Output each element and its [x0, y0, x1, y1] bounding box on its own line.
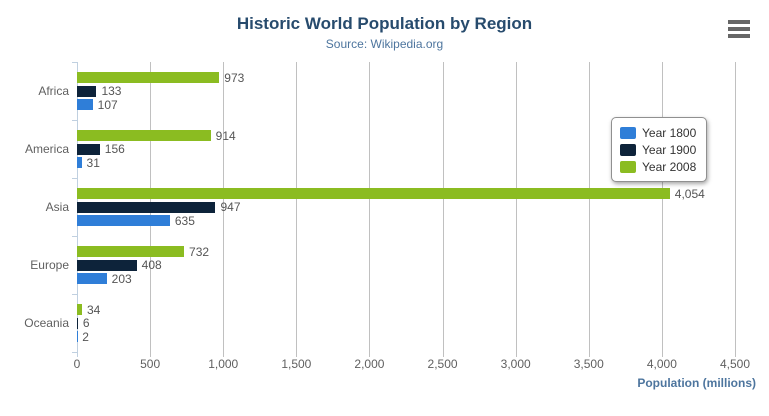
gridline [442, 62, 444, 357]
bar-year-1800-europe[interactable] [77, 273, 107, 284]
bar-year-2008-asia[interactable] [77, 188, 670, 199]
data-label: 34 [86, 302, 101, 317]
bar-year-2008-europe[interactable] [77, 246, 185, 257]
bar-year-2008-america[interactable] [77, 130, 211, 141]
category-band-africa: 973 133 107 [77, 62, 735, 120]
gridline [296, 62, 298, 357]
data-label: 107 [97, 97, 118, 112]
bar-row: 635 [77, 213, 735, 228]
gridline [661, 62, 663, 357]
category-band-asia: 4,054 947 635 [77, 178, 735, 236]
bar-row: 31 [77, 155, 735, 170]
data-label: 203 [111, 271, 132, 286]
bar-row: 2 [77, 329, 735, 344]
category-label-asia: Asia [45, 200, 69, 214]
bar-year-1800-africa[interactable] [77, 99, 93, 110]
category-band-america: 914 156 31 [77, 120, 735, 178]
x-tick-label: 4,000 [646, 357, 677, 371]
category-axis-tick [72, 120, 77, 121]
bar-row: 133 [77, 84, 735, 98]
data-label: 947 [220, 200, 241, 214]
bar-row: 34 [77, 302, 735, 317]
bar-row: 107 [77, 97, 735, 112]
x-tick-label: 2,500 [427, 357, 458, 371]
bar-year-1900-africa[interactable] [77, 85, 97, 97]
bar-year-1900-asia[interactable] [77, 201, 216, 213]
hamburger-icon [728, 34, 750, 38]
x-axis-title: Population (millions) [637, 376, 756, 390]
category-band-oceania: 34 6 2 [77, 294, 735, 352]
chart-title: Historic World Population by Region [236, 14, 533, 33]
bar-year-1900-america[interactable] [77, 143, 100, 155]
legend-label: Year 1800 [642, 125, 697, 140]
category-label-america: America [24, 142, 69, 156]
x-tick-label: 3,500 [573, 357, 604, 371]
data-label: 6 [82, 316, 90, 330]
x-tick-label: 0 [73, 357, 81, 371]
x-tick-label: 500 [140, 357, 161, 371]
category-band-europe: 732 408 203 [77, 236, 735, 294]
x-tick-label: 1,000 [208, 357, 239, 371]
category-axis-labels: Africa America Asia Europe Oceania [0, 62, 69, 352]
bar-row: 973 [77, 70, 735, 85]
gridline [223, 62, 225, 357]
bar-year-1800-asia[interactable] [77, 215, 170, 226]
category-axis-tick [72, 62, 77, 63]
bar-year-1900-oceania[interactable] [77, 317, 78, 329]
category-label-africa: Africa [38, 84, 69, 98]
gridline [588, 62, 590, 357]
x-tick-label: 4,500 [719, 357, 751, 371]
bar-row: 914 [77, 128, 735, 143]
bar-year-2008-oceania[interactable] [77, 304, 82, 315]
data-label: 732 [189, 244, 210, 259]
x-tick-label: 1,500 [281, 357, 312, 371]
category-axis-tick [72, 178, 77, 179]
context-menu-button[interactable] [728, 20, 750, 38]
bar-year-1800-america[interactable] [77, 157, 82, 168]
value-axis-labels: 0 500 1,000 1,500 2,000 2,500 3,000 3,500 4,000 4… [73, 357, 750, 373]
gridline [369, 62, 371, 357]
legend-item-year-2008[interactable]: Year 2008 [620, 158, 696, 175]
category-label-europe: Europe [30, 258, 69, 272]
gridline [735, 62, 736, 357]
legend-swatch-icon [620, 143, 636, 156]
category-label-oceania: Oceania [24, 316, 69, 330]
data-label: 635 [174, 213, 195, 228]
data-label: 2 [82, 329, 89, 344]
legend-label: Year 1900 [642, 142, 697, 157]
legend-swatch-icon [620, 160, 636, 173]
data-label: 31 [86, 155, 100, 170]
category-axis-tick [72, 294, 77, 295]
hamburger-icon [728, 20, 750, 24]
data-label: 914 [215, 128, 236, 143]
bar-row: 732 [77, 244, 735, 259]
bar-row: 4,054 [77, 186, 735, 201]
chart-subtitle: Source: Wikipedia.org [325, 37, 444, 51]
bar-row: 6 [77, 316, 735, 330]
bar-row: 408 [77, 258, 735, 272]
legend-item-year-1900[interactable]: Year 1900 [620, 141, 696, 158]
legend: Year 1800 Year 1900 Year 2008 [611, 117, 708, 182]
data-label: 156 [104, 142, 125, 156]
x-tick-label: 3,000 [500, 357, 531, 371]
legend-swatch-icon [620, 126, 636, 139]
category-axis-tick [72, 352, 77, 353]
bar-row: 947 [77, 200, 735, 214]
bar-row: 156 [77, 142, 735, 156]
data-label: 4,054 [674, 186, 705, 201]
plot-area: 973 133 107 914 156 31 4,054 947 635 732 408 203 34 6… [72, 62, 736, 357]
data-label: 408 [141, 258, 162, 272]
data-label: 133 [101, 84, 122, 98]
category-axis-tick [72, 236, 77, 237]
hamburger-icon [728, 27, 750, 31]
legend-item-year-1800[interactable]: Year 1800 [620, 124, 696, 141]
gridline [515, 62, 517, 357]
bar-year-2008-africa[interactable] [77, 72, 220, 83]
data-label: 973 [224, 70, 245, 85]
bar-row: 203 [77, 271, 735, 286]
x-tick-label: 2,000 [354, 357, 385, 371]
bar-year-1900-europe[interactable] [77, 259, 137, 271]
legend-label: Year 2008 [642, 159, 697, 174]
